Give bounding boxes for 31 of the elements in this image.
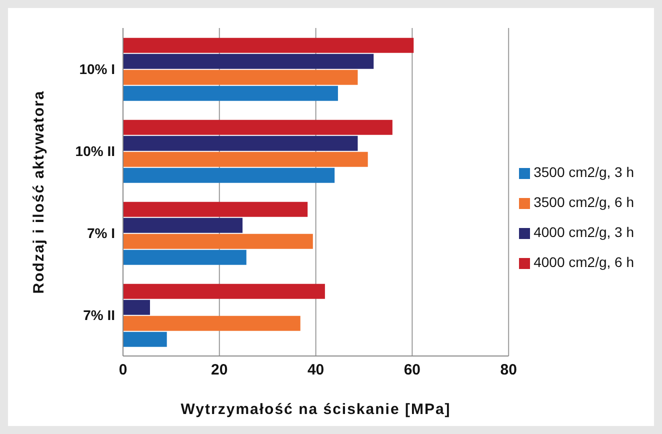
bar bbox=[123, 202, 308, 217]
x-axis-title: Wytrzymałość na ściskanie [MPa] bbox=[180, 401, 451, 418]
bar bbox=[123, 300, 150, 315]
y-tick-label: 10% II bbox=[75, 142, 115, 159]
y-tick-label: 7% II bbox=[83, 306, 115, 323]
bar bbox=[123, 168, 335, 183]
bar bbox=[123, 218, 243, 233]
y-axis-title: Rodzaj i ilość aktywatora bbox=[30, 90, 48, 294]
legend-label: 4000 cm2/g, 3 h bbox=[534, 224, 634, 240]
y-tick-label: 7% I bbox=[86, 224, 115, 241]
bar bbox=[123, 86, 338, 101]
x-tick-label: 20 bbox=[211, 362, 228, 379]
bar bbox=[123, 234, 313, 249]
x-tick-label: 80 bbox=[500, 362, 517, 379]
bar bbox=[123, 152, 368, 167]
bar bbox=[123, 38, 414, 53]
bar bbox=[123, 332, 167, 347]
bar bbox=[123, 54, 374, 69]
bar bbox=[123, 136, 358, 151]
legend-label: 3500 cm2/g, 3 h bbox=[534, 164, 634, 180]
bar bbox=[123, 316, 300, 331]
y-tick-label: 10% I bbox=[79, 60, 115, 77]
bar bbox=[123, 250, 246, 265]
x-tick-label: 60 bbox=[404, 362, 421, 379]
legend-label: 3500 cm2/g, 6 h bbox=[534, 194, 634, 210]
x-tick-label: 0 bbox=[118, 362, 128, 379]
bar bbox=[123, 284, 325, 299]
x-tick-label: 40 bbox=[307, 362, 324, 379]
bar bbox=[123, 120, 392, 135]
bar bbox=[123, 70, 358, 85]
legend-label: 4000 cm2/g, 6 h bbox=[534, 254, 634, 270]
